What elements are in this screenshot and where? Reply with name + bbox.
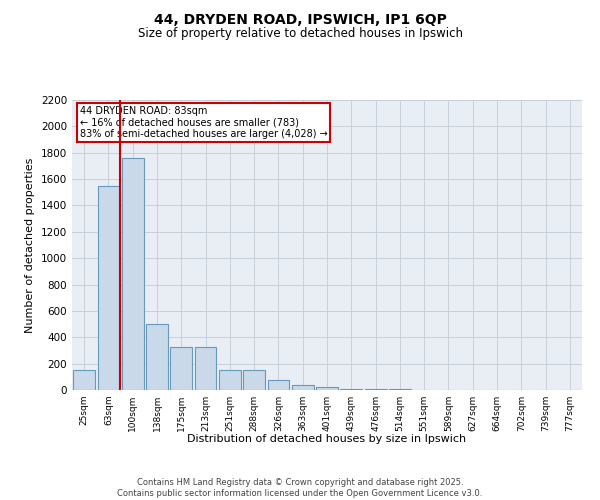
Bar [268,380,289,390]
Text: 44 DRYDEN ROAD: 83sqm
← 16% of detached houses are smaller (783)
83% of semi-det: 44 DRYDEN ROAD: 83sqm ← 16% of detached … [80,106,328,139]
Text: Size of property relative to detached houses in Ipswich: Size of property relative to detached ho… [137,28,463,40]
Bar [316,388,338,390]
Bar [194,346,217,390]
Text: Contains HM Land Registry data © Crown copyright and database right 2025.
Contai: Contains HM Land Registry data © Crown c… [118,478,482,498]
Bar [170,346,192,390]
X-axis label: Distribution of detached houses by size in Ipswich: Distribution of detached houses by size … [187,434,467,444]
Bar [146,324,168,390]
Bar [73,370,95,390]
Bar [340,388,362,390]
Y-axis label: Number of detached properties: Number of detached properties [25,158,35,332]
Text: 44, DRYDEN ROAD, IPSWICH, IP1 6QP: 44, DRYDEN ROAD, IPSWICH, IP1 6QP [154,12,446,26]
Bar [292,386,314,390]
Bar [97,186,119,390]
Bar [219,370,241,390]
Bar [122,158,143,390]
Bar [243,370,265,390]
